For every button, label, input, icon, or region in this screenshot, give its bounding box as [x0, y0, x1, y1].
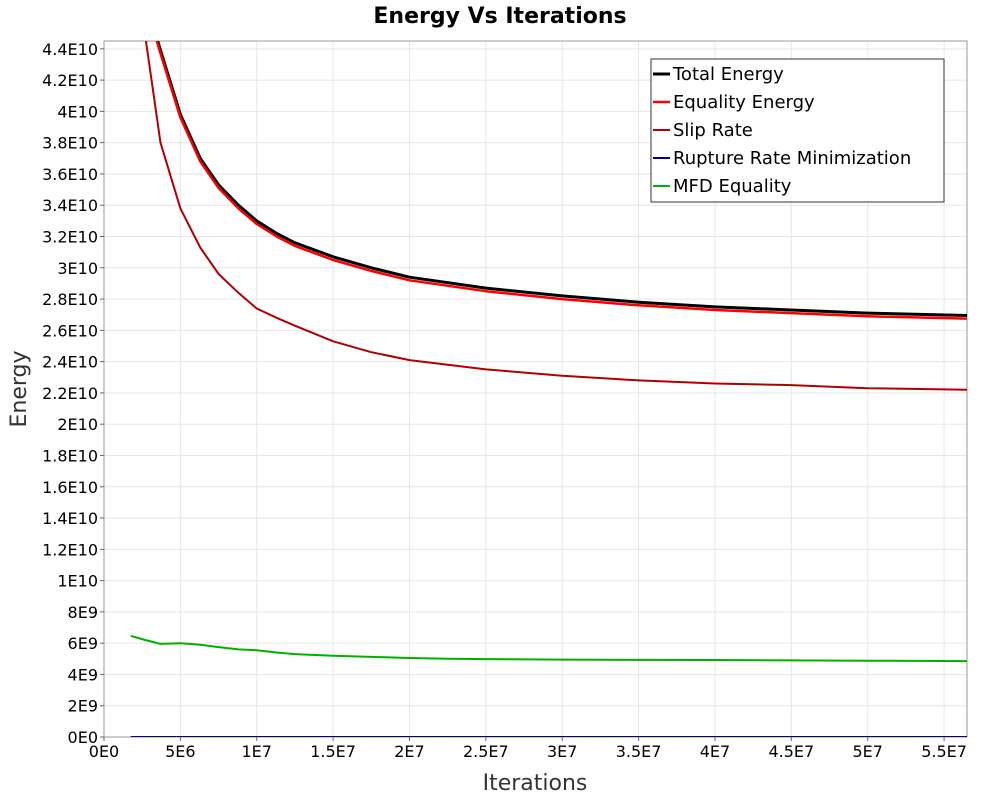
x-tick-label: 3.5E7 — [616, 742, 662, 761]
legend-box — [650, 58, 945, 203]
y-tick-label: 3E10 — [57, 259, 98, 278]
legend-label-mfd-equality: MFD Equality — [673, 176, 792, 197]
y-tick-label: 3.6E10 — [42, 165, 98, 184]
x-tick-label: 1.5E7 — [310, 742, 356, 761]
legend: Total Energy Equality Energy Slip Rate Rupt… — [650, 58, 945, 203]
y-tick-label: 2.6E10 — [42, 321, 98, 340]
x-tick-label: 4E7 — [700, 742, 730, 761]
y-tick-label: 6E9 — [68, 634, 98, 653]
y-tick-label: 2E9 — [68, 697, 98, 716]
y-tick-label: 4.2E10 — [42, 71, 98, 90]
legend-label-rupture-rate-minimization: Rupture Rate Minimization — [673, 148, 911, 169]
x-tick-label: 2.5E7 — [463, 742, 509, 761]
y-axis-title: Energy — [7, 350, 32, 427]
y-tick-label: 2E10 — [57, 415, 98, 434]
legend-label-total-energy: Total Energy — [672, 64, 784, 85]
series-line-total-energy — [156, 41, 967, 317]
y-tick-label: 1E10 — [57, 572, 98, 591]
y-tick-label: 0E0 — [68, 728, 98, 747]
chart-title: Energy Vs Iterations — [373, 4, 626, 29]
x-tick-label: 1E7 — [242, 742, 272, 761]
y-tick-label: 1.8E10 — [42, 446, 98, 465]
y-tick-label: 8E9 — [68, 603, 98, 622]
legend-label-equality-energy: Equality Energy — [673, 92, 815, 113]
series-layer — [130, 41, 967, 737]
y-tick-label: 4E10 — [57, 102, 98, 121]
y-tick-label: 1.2E10 — [42, 540, 98, 559]
y-tick-label: 2.4E10 — [42, 353, 98, 372]
x-tick-label: 5E6 — [165, 742, 195, 761]
y-tick-label: 1.6E10 — [42, 478, 98, 497]
y-tick-label: 3.4E10 — [42, 196, 98, 215]
x-tick-label: 0E0 — [89, 742, 119, 761]
x-tick-label: 4.5E7 — [768, 742, 814, 761]
series-line-slip-rate — [144, 41, 967, 391]
y-tick-label: 2.8E10 — [42, 290, 98, 309]
x-tick-label: 5.5E7 — [921, 742, 967, 761]
y-tick-label: 2.2E10 — [42, 384, 98, 403]
x-tick-label: 2E7 — [394, 742, 424, 761]
x-tick-label: 3E7 — [547, 742, 577, 761]
x-tick-label: 5E7 — [852, 742, 882, 761]
x-axis: 0E0 5E6 1E7 1.5E7 2E7 2.5E7 3E7 3.5E7 4E7 4.5E7 5E… — [89, 737, 967, 761]
series-line-mfd-equality — [130, 635, 967, 663]
y-axis: 0E0 2E9 4E9 6E9 8E9 1E10 1.2E10 1.4E10 1.6E10 1.8… — [42, 40, 104, 747]
y-tick-label: 3.8E10 — [42, 134, 98, 153]
y-tick-label: 4.4E10 — [42, 40, 98, 59]
x-axis-title: Iterations — [483, 771, 588, 796]
y-tick-label: 4E9 — [68, 665, 98, 684]
legend-label-slip-rate: Slip Rate — [673, 120, 753, 141]
series-line-equality-energy — [155, 41, 967, 320]
y-tick-label: 3.2E10 — [42, 228, 98, 247]
y-tick-label: 1.4E10 — [42, 509, 98, 528]
